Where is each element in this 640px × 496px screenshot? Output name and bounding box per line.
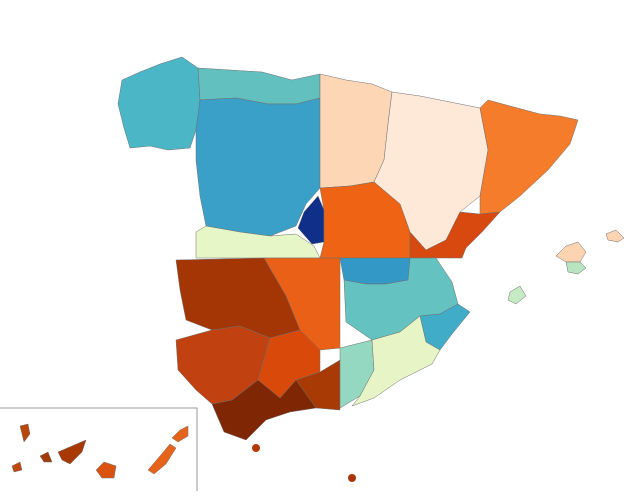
enclave xyxy=(252,444,260,452)
region xyxy=(351,315,441,407)
island xyxy=(19,423,31,443)
region xyxy=(339,257,411,285)
island xyxy=(507,285,527,305)
region xyxy=(197,67,321,105)
region xyxy=(211,379,317,441)
island xyxy=(39,451,53,463)
island xyxy=(95,461,117,479)
island xyxy=(147,443,177,475)
island xyxy=(57,439,87,465)
region xyxy=(117,56,201,151)
inset-frame xyxy=(0,407,198,491)
island xyxy=(565,261,587,275)
region xyxy=(409,211,501,259)
region xyxy=(195,97,321,237)
region xyxy=(195,225,321,259)
island xyxy=(11,461,23,473)
island xyxy=(605,229,625,243)
region xyxy=(479,99,579,215)
enclave xyxy=(348,474,356,482)
island xyxy=(171,425,189,443)
island xyxy=(555,241,587,263)
